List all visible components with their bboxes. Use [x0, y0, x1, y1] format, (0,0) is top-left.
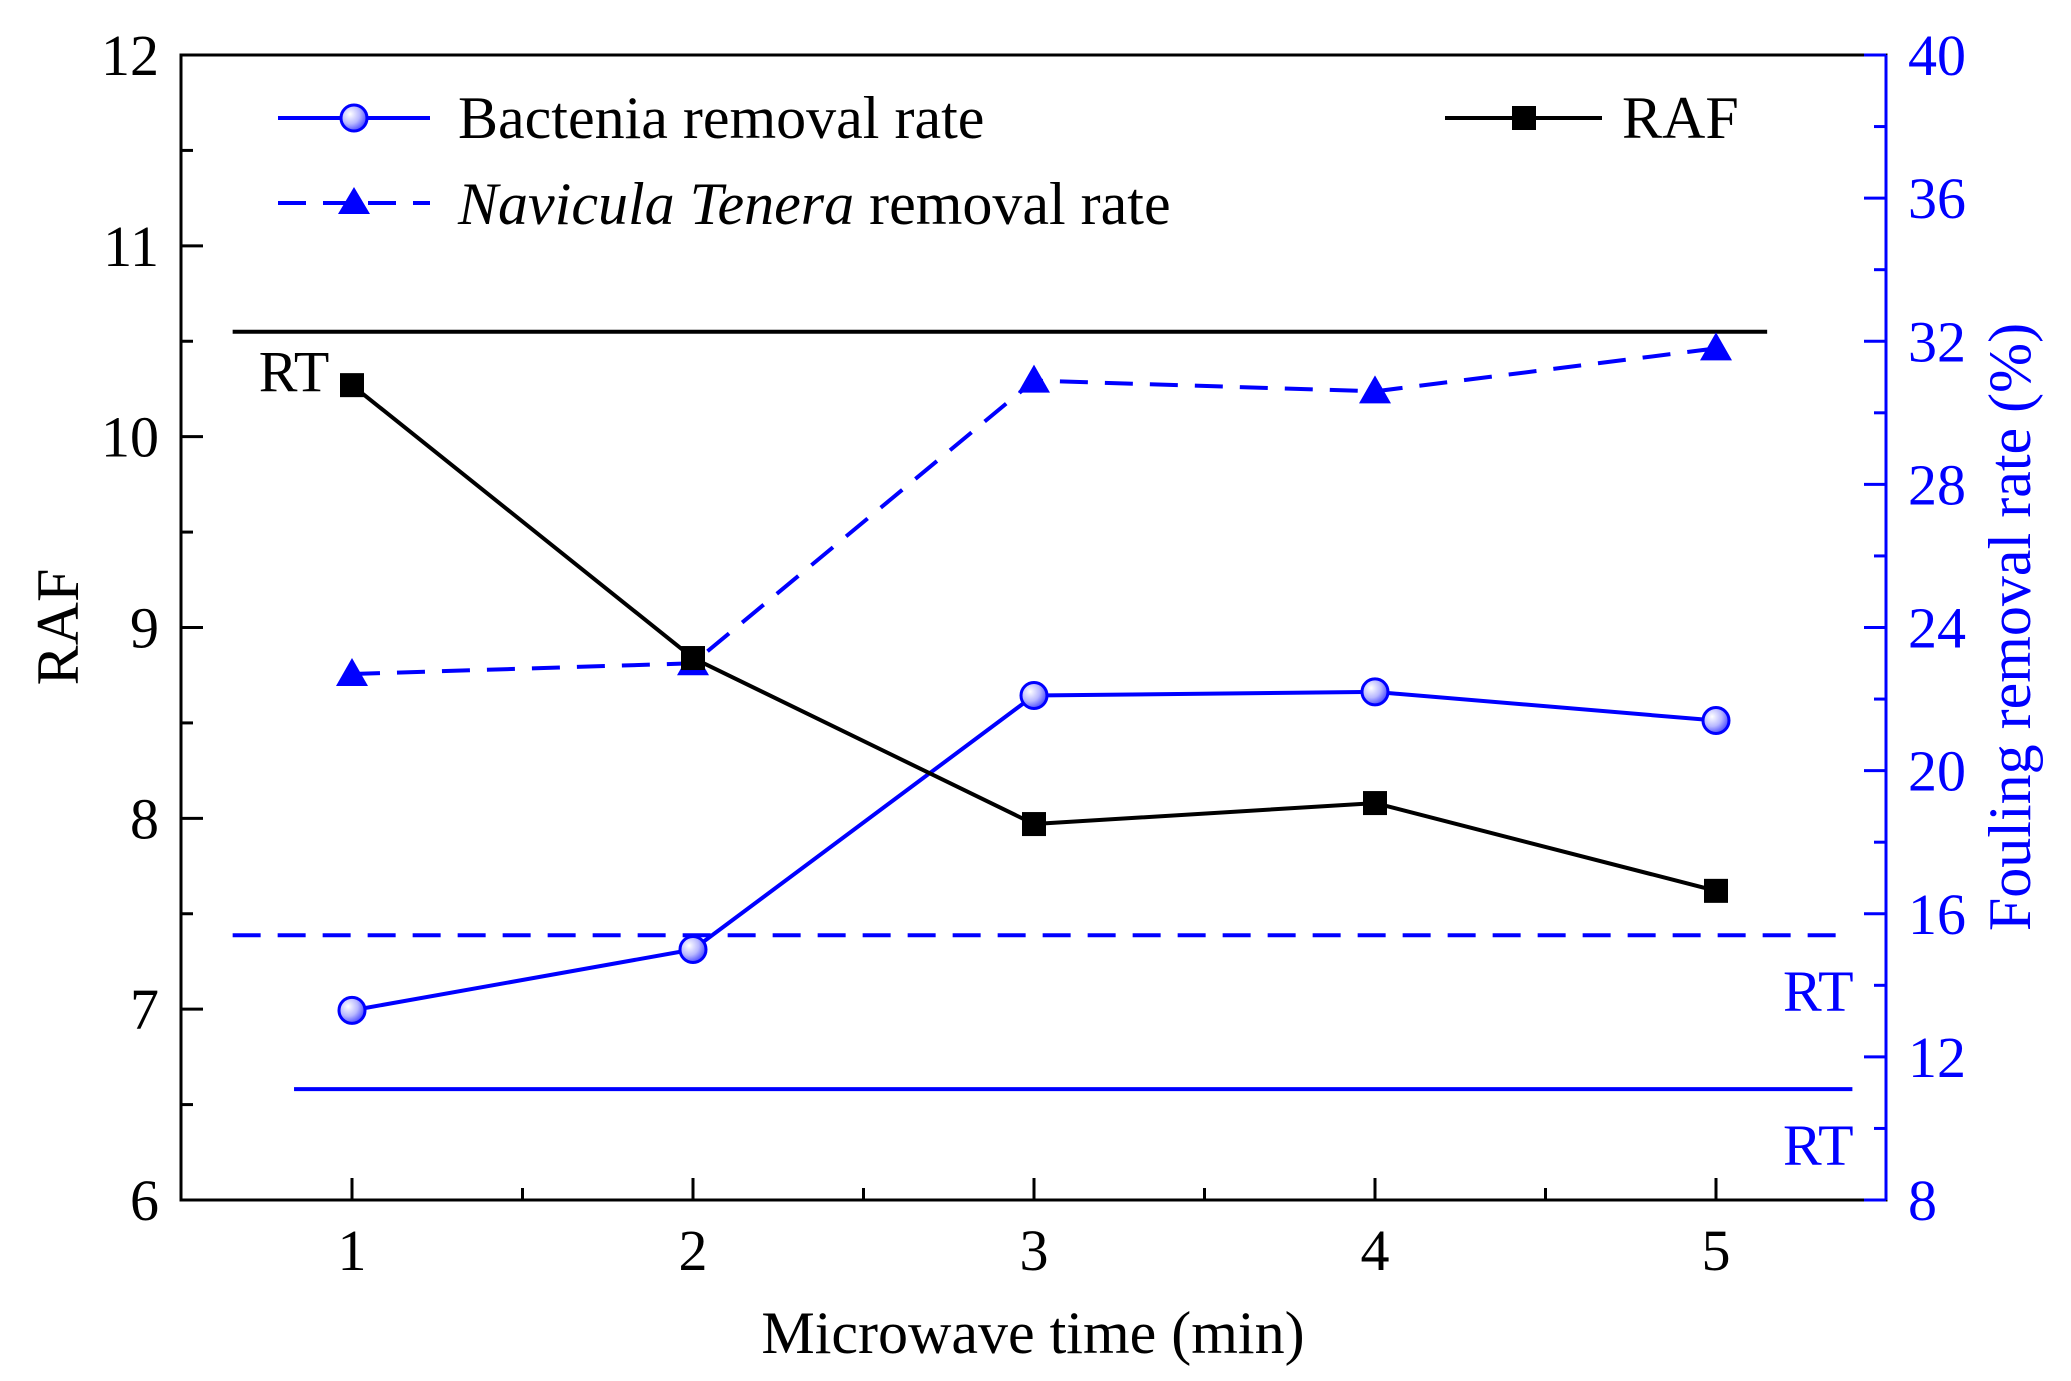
series-lines — [350, 346, 1717, 1013]
legend-marker-circle — [339, 103, 369, 133]
axis-ticks — [181, 53, 1886, 1202]
legend-label-navicula-rest: removal rate — [854, 171, 1171, 237]
legend-label-bactenia: Bactenia removal rate — [458, 85, 984, 151]
y-right-tick-label-24: 24 — [1908, 596, 1966, 661]
legend-entry-navicula: Navicula Tenera removal rate — [278, 171, 1171, 237]
series-markers — [336, 332, 1732, 1025]
reference-label-rt-1: RT — [259, 340, 330, 405]
legend-entry-raf: RAF — [1445, 85, 1739, 151]
data-point-triangle-4 — [1359, 375, 1391, 404]
legend-entry-bactenia: Bactenia removal rate — [278, 85, 984, 151]
y-right-tick-label-12: 12 — [1908, 1025, 1966, 1090]
y-left-tick-label-11: 11 — [103, 214, 159, 279]
x-tick-label-4: 4 — [1361, 1218, 1390, 1283]
y-right-tick-label-36: 36 — [1908, 166, 1966, 231]
legend-label-raf: RAF — [1622, 85, 1739, 151]
data-point-circle-1 — [337, 995, 367, 1025]
y-right-tick-label-20: 20 — [1908, 739, 1966, 804]
legend-marker-triangle — [338, 187, 370, 214]
data-point-circle-3 — [1019, 680, 1049, 710]
data-point-square-4 — [1363, 791, 1387, 816]
y-right-tick-label-28: 28 — [1908, 452, 1966, 517]
y-axis-label-right: Fouling removal rate (%) — [1977, 323, 2043, 931]
legend-label-navicula: Navicula Tenera removal rate — [457, 171, 1171, 237]
data-point-circle-4 — [1360, 677, 1390, 707]
x-tick-label-2: 2 — [679, 1218, 708, 1283]
series-line-circle — [351, 689, 1717, 1013]
x-tick-label-3: 3 — [1020, 1218, 1049, 1283]
data-point-triangle-5 — [1700, 332, 1732, 361]
legend-marker-square — [1512, 106, 1536, 130]
x-tick-label-5: 5 — [1702, 1218, 1731, 1283]
legend: Bactenia removal rate Navicula Tenera re… — [278, 85, 1739, 237]
data-point-triangle-1 — [336, 658, 368, 687]
data-point-square-3 — [1022, 812, 1046, 837]
y-left-tick-label-7: 7 — [130, 977, 159, 1042]
reference-label-rt-3: RT — [1783, 1113, 1854, 1178]
y-right-tick-label-16: 16 — [1908, 882, 1966, 947]
data-point-triangle-3 — [1018, 364, 1050, 393]
y-left-tick-label-8: 8 — [130, 786, 159, 851]
data-point-circle-2 — [678, 935, 708, 965]
data-point-square-2 — [681, 646, 705, 671]
y-left-tick-label-6: 6 — [130, 1168, 159, 1233]
y-left-tick-label-10: 10 — [101, 405, 159, 470]
data-point-square-1 — [340, 373, 364, 398]
reference-labels: RT RT RT — [259, 340, 1854, 1178]
y-left-tick-label-12: 12 — [101, 23, 159, 88]
legend-label-navicula-italic: Navicula Tenera — [457, 171, 854, 237]
data-point-circle-5 — [1701, 706, 1731, 736]
data-point-square-5 — [1704, 878, 1728, 903]
y-left-tick-label-9: 9 — [130, 596, 159, 661]
y-right-tick-label-40: 40 — [1908, 23, 1966, 88]
y-right-tick-label-8: 8 — [1908, 1168, 1937, 1233]
x-axis-label: Microwave time (min) — [761, 1300, 1304, 1366]
series-line-triangle — [351, 346, 1717, 677]
reference-lines — [232, 329, 1853, 1092]
y-axis-label-left: RAF — [25, 569, 91, 686]
x-tick-label-1: 1 — [338, 1218, 367, 1283]
y-right-tick-label-32: 32 — [1908, 309, 1966, 374]
reference-label-rt-2: RT — [1783, 959, 1854, 1024]
